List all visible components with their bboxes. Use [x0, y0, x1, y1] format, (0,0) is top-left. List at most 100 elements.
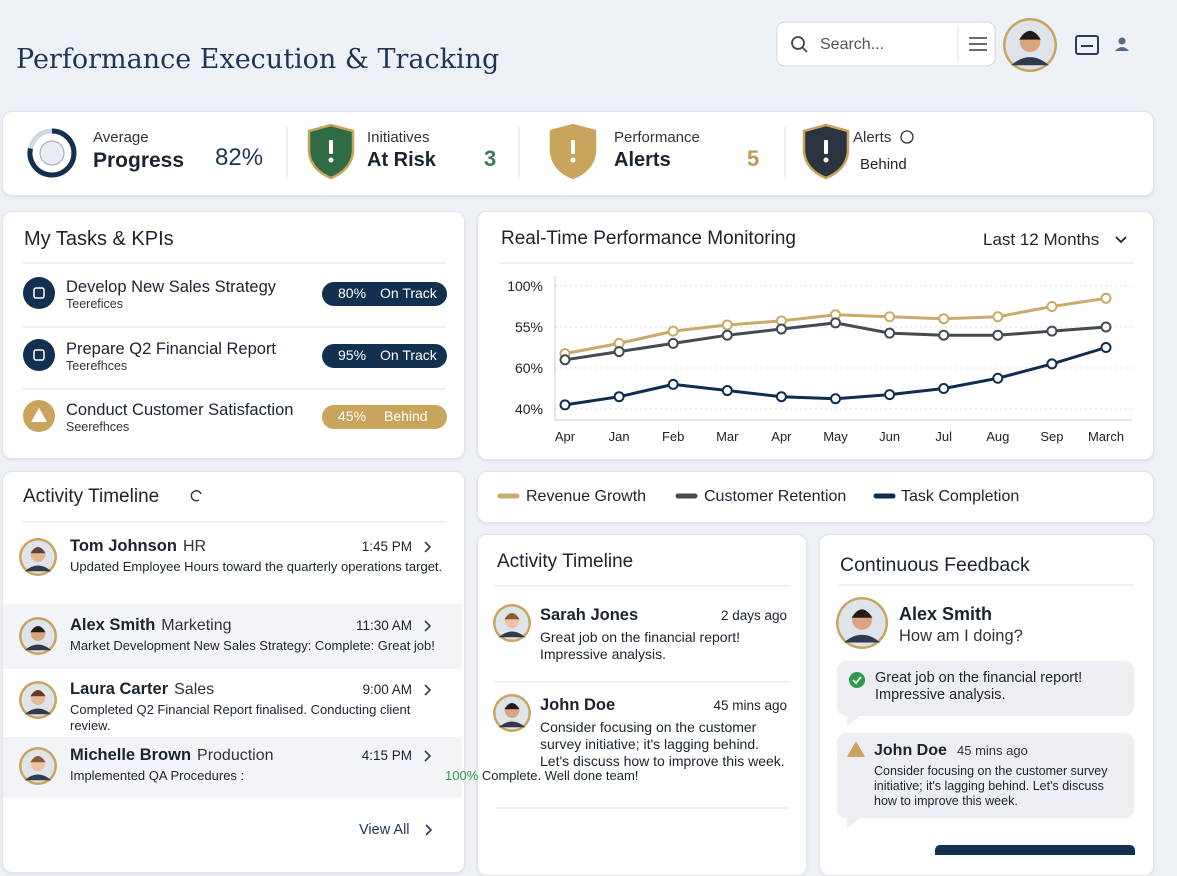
- question: How am I doing?: [899, 627, 1023, 645]
- time: 2 days ago: [720, 608, 787, 623]
- task-icon: [23, 339, 55, 371]
- card-title: Activity Timeline: [23, 486, 160, 507]
- summary-label: Average: [93, 129, 149, 146]
- activity-text: Market Development New Sales Strategy: C…: [70, 638, 435, 653]
- message-bubble: [837, 661, 1134, 716]
- summary-value: 3: [484, 146, 497, 171]
- x-tick-label: May: [823, 429, 848, 444]
- time: 11:30 AM: [355, 618, 412, 633]
- x-tick-label: Feb: [662, 429, 684, 444]
- data-point: [667, 325, 679, 337]
- view-all-link[interactable]: View All: [359, 822, 410, 838]
- person-name: Laura Carter: [70, 680, 169, 698]
- x-tick-label: Jun: [879, 429, 900, 444]
- card-title: Real-Time Performance Monitoring: [501, 228, 796, 249]
- data-point: [775, 323, 787, 335]
- shield-dot: [328, 157, 334, 163]
- x-tick-label: Jul: [935, 429, 952, 444]
- data-point: [938, 383, 950, 394]
- time: 45 mins ago: [713, 698, 787, 713]
- summary-value: 82%: [215, 144, 264, 171]
- row-highlight: [3, 737, 462, 798]
- avatar-body: [24, 565, 52, 572]
- monitor-card: [477, 211, 1154, 460]
- data-point: [830, 317, 841, 329]
- search-icon: [801, 46, 808, 53]
- summary-label: Performance: [614, 129, 700, 146]
- avatar-hair: [30, 690, 46, 697]
- shield-mark: [824, 140, 828, 154]
- activity-card: [2, 471, 465, 873]
- status-pill: [322, 344, 447, 368]
- legend-label: Revenue Growth: [526, 488, 647, 505]
- x-tick-label: Sep: [1040, 429, 1063, 444]
- shield-dot: [823, 157, 829, 163]
- row-highlight: [3, 604, 462, 669]
- avatar-body: [1011, 57, 1049, 66]
- shield-dot: [570, 157, 576, 163]
- info-icon: [900, 130, 914, 144]
- task-sub: Teerefhces: [66, 359, 128, 373]
- avatar-hair: [30, 547, 46, 554]
- check-icon: [849, 672, 865, 688]
- summary-name: Alerts: [614, 149, 671, 171]
- chevron: [425, 824, 433, 836]
- legend-card: [477, 471, 1154, 523]
- data-point: [613, 391, 625, 403]
- x-tick-label: Apr: [771, 429, 792, 444]
- user-icon: [1115, 47, 1129, 51]
- feedback-text: Great job on the financial report! Impre…: [540, 629, 741, 662]
- task-status: On Track: [380, 347, 437, 363]
- shield-mark: [329, 140, 333, 154]
- person-name: John Doe: [540, 696, 616, 714]
- data-point: [1046, 301, 1058, 312]
- data-point: [938, 329, 950, 341]
- avatar-hair: [30, 756, 46, 763]
- search-box: [776, 21, 996, 67]
- refresh-icon: [190, 490, 202, 502]
- x-tick-label: Aug: [986, 429, 1009, 444]
- status-pill: [322, 405, 447, 429]
- chevron: [424, 750, 432, 762]
- avatar-hair: [30, 626, 46, 633]
- task-sub: Seerefhces: [66, 420, 130, 434]
- person-name: Michelle Brown: [70, 746, 192, 764]
- time: 9:00 AM: [362, 682, 412, 697]
- bottom-banner: [935, 845, 1135, 855]
- status-pill: [322, 282, 447, 306]
- chevron: [424, 620, 432, 632]
- page: 100% 55% 60% 40% Apr Jan Feb Mar Apr May Jun Jul Aug…: [2, 18, 1154, 876]
- data-point: [775, 391, 787, 403]
- user-icon: [1118, 37, 1126, 45]
- avatar-hair: [504, 613, 520, 620]
- y-tick-label: 40%: [515, 401, 543, 417]
- summary-name: Progress: [93, 149, 185, 172]
- time: 1:45 PM: [361, 539, 412, 554]
- task-status: Behind: [384, 408, 428, 424]
- dropdown-icon: [1115, 236, 1127, 244]
- card-icon: [1075, 35, 1099, 55]
- card-title: Activity Timeline: [497, 551, 634, 572]
- person-dept: Marketing: [161, 617, 232, 634]
- person-name: Alex Smith: [899, 604, 993, 624]
- y-tick-label: 55%: [515, 319, 543, 335]
- person-name: Sarah Jones: [540, 606, 639, 624]
- message-text: Consider focusing on the customer survey…: [874, 764, 1108, 808]
- message-text: Great job on the financial report! Impre…: [875, 670, 1083, 704]
- data-point: [830, 393, 841, 405]
- range-select: Last 12 Months: [983, 230, 1100, 249]
- person-dept: Production: [197, 747, 274, 764]
- highlight: 100%: [445, 768, 479, 783]
- avatar-hair: [851, 609, 873, 618]
- summary-label: Initiatives: [367, 129, 430, 146]
- search-icon: [791, 36, 805, 50]
- shield-mark: [571, 140, 575, 154]
- avatar-body: [843, 634, 881, 643]
- data-point: [884, 311, 896, 323]
- data-point: [667, 378, 679, 390]
- task-percent: 80%: [338, 285, 367, 301]
- task-name: Conduct Customer Satisfaction: [66, 401, 294, 419]
- warning-icon: [847, 741, 865, 757]
- summary-label: Alerts: [853, 129, 892, 146]
- decorations: 100% 55% 60% 40% Apr Jan Feb Mar Apr May Jun Jul Aug…: [19, 18, 1135, 855]
